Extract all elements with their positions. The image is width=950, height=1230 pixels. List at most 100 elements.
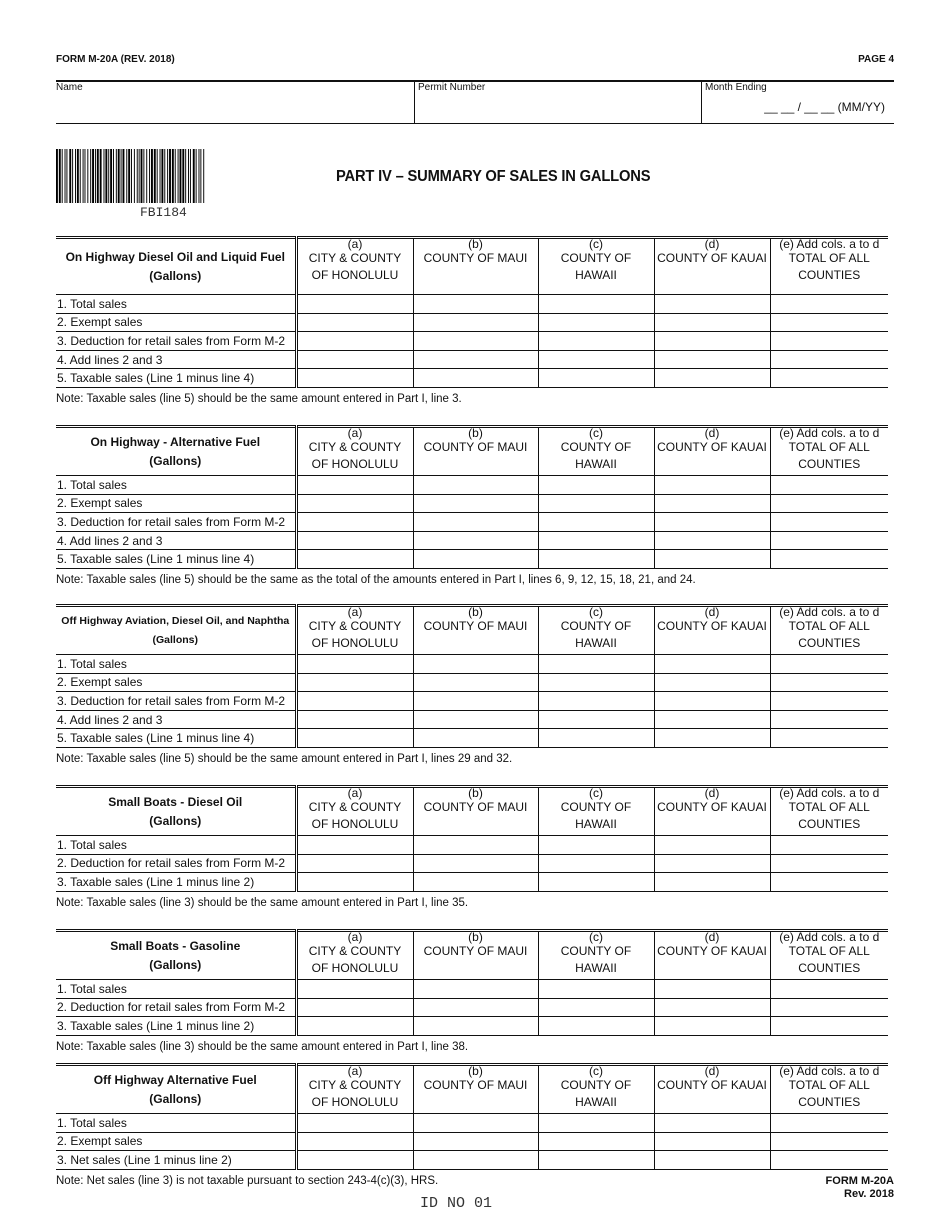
amount-cell[interactable] — [295, 979, 413, 999]
amount-cell[interactable] — [769, 1132, 888, 1152]
amount-cell[interactable] — [295, 835, 413, 855]
amount-cell[interactable] — [537, 512, 654, 532]
amount-cell[interactable] — [412, 368, 538, 388]
amount-cell[interactable] — [537, 494, 654, 514]
amount-cell[interactable] — [537, 475, 654, 495]
amount-cell[interactable] — [412, 872, 538, 892]
amount-cell[interactable] — [653, 654, 770, 674]
amount-cell[interactable] — [412, 350, 538, 370]
amount-cell[interactable] — [769, 313, 888, 333]
amount-cell[interactable] — [412, 654, 538, 674]
amount-cell[interactable] — [295, 998, 413, 1018]
amount-cell[interactable] — [537, 549, 654, 569]
amount-cell[interactable] — [412, 494, 538, 514]
amount-cell[interactable] — [537, 1113, 654, 1133]
amount-cell[interactable] — [653, 1132, 770, 1152]
amount-cell[interactable] — [537, 294, 654, 314]
permit-number-field[interactable]: Permit Number — [414, 82, 702, 123]
amount-cell[interactable] — [295, 331, 413, 351]
amount-cell[interactable] — [295, 854, 413, 874]
amount-cell[interactable] — [295, 313, 413, 333]
amount-cell[interactable] — [412, 313, 538, 333]
amount-cell[interactable] — [537, 728, 654, 748]
amount-cell[interactable] — [295, 1113, 413, 1133]
amount-cell[interactable] — [653, 475, 770, 495]
amount-cell[interactable] — [769, 728, 888, 748]
name-field[interactable]: Name — [56, 82, 414, 123]
amount-cell[interactable] — [412, 1132, 538, 1152]
amount-cell[interactable] — [412, 710, 538, 730]
amount-cell[interactable] — [537, 331, 654, 351]
month-ending-field[interactable]: Month Ending __ __ / __ __ (MM/YY) — [701, 82, 895, 123]
amount-cell[interactable] — [769, 979, 888, 999]
amount-cell[interactable] — [537, 350, 654, 370]
amount-cell[interactable] — [295, 512, 413, 532]
amount-cell[interactable] — [653, 368, 770, 388]
amount-cell[interactable] — [653, 331, 770, 351]
amount-cell[interactable] — [653, 549, 770, 569]
amount-cell[interactable] — [537, 531, 654, 551]
amount-cell[interactable] — [412, 998, 538, 1018]
amount-cell[interactable] — [769, 998, 888, 1018]
amount-cell[interactable] — [769, 475, 888, 495]
amount-cell[interactable] — [412, 691, 538, 711]
amount-cell[interactable] — [537, 710, 654, 730]
amount-cell[interactable] — [769, 512, 888, 532]
amount-cell[interactable] — [537, 313, 654, 333]
amount-cell[interactable] — [537, 835, 654, 855]
amount-cell[interactable] — [653, 350, 770, 370]
amount-cell[interactable] — [412, 1016, 538, 1036]
amount-cell[interactable] — [537, 998, 654, 1018]
amount-cell[interactable] — [412, 835, 538, 855]
amount-cell[interactable] — [769, 1113, 888, 1133]
amount-cell[interactable] — [295, 1150, 413, 1170]
amount-cell[interactable] — [653, 512, 770, 532]
amount-cell[interactable] — [769, 654, 888, 674]
amount-cell[interactable] — [412, 475, 538, 495]
amount-cell[interactable] — [412, 294, 538, 314]
amount-cell[interactable] — [769, 549, 888, 569]
amount-cell[interactable] — [653, 1150, 770, 1170]
amount-cell[interactable] — [295, 475, 413, 495]
amount-cell[interactable] — [769, 872, 888, 892]
amount-cell[interactable] — [295, 673, 413, 693]
amount-cell[interactable] — [295, 294, 413, 314]
amount-cell[interactable] — [653, 494, 770, 514]
amount-cell[interactable] — [295, 350, 413, 370]
amount-cell[interactable] — [769, 835, 888, 855]
amount-cell[interactable] — [769, 368, 888, 388]
amount-cell[interactable] — [769, 710, 888, 730]
amount-cell[interactable] — [653, 835, 770, 855]
amount-cell[interactable] — [769, 854, 888, 874]
amount-cell[interactable] — [295, 691, 413, 711]
amount-cell[interactable] — [653, 998, 770, 1018]
amount-cell[interactable] — [537, 368, 654, 388]
amount-cell[interactable] — [653, 691, 770, 711]
amount-cell[interactable] — [537, 1150, 654, 1170]
amount-cell[interactable] — [537, 1016, 654, 1036]
amount-cell[interactable] — [412, 979, 538, 999]
amount-cell[interactable] — [537, 691, 654, 711]
amount-cell[interactable] — [653, 531, 770, 551]
amount-cell[interactable] — [769, 673, 888, 693]
amount-cell[interactable] — [653, 979, 770, 999]
amount-cell[interactable] — [769, 294, 888, 314]
amount-cell[interactable] — [412, 854, 538, 874]
amount-cell[interactable] — [537, 872, 654, 892]
amount-cell[interactable] — [653, 673, 770, 693]
amount-cell[interactable] — [412, 673, 538, 693]
amount-cell[interactable] — [537, 979, 654, 999]
amount-cell[interactable] — [295, 368, 413, 388]
amount-cell[interactable] — [769, 331, 888, 351]
amount-cell[interactable] — [412, 549, 538, 569]
amount-cell[interactable] — [295, 494, 413, 514]
amount-cell[interactable] — [537, 854, 654, 874]
amount-cell[interactable] — [295, 549, 413, 569]
amount-cell[interactable] — [295, 710, 413, 730]
amount-cell[interactable] — [769, 1016, 888, 1036]
amount-cell[interactable] — [653, 294, 770, 314]
amount-cell[interactable] — [295, 531, 413, 551]
amount-cell[interactable] — [769, 531, 888, 551]
amount-cell[interactable] — [653, 1016, 770, 1036]
amount-cell[interactable] — [653, 854, 770, 874]
